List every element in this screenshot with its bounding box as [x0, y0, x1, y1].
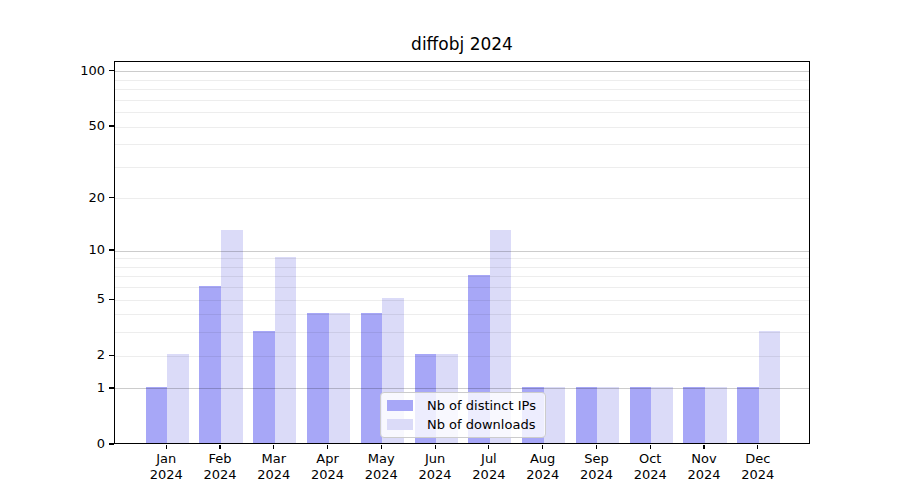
gridline-minor-4: [115, 314, 809, 315]
x-tick-month: Feb: [190, 451, 250, 467]
x-tick-mark-nov-2024: [703, 445, 704, 449]
x-tick-label-may-2024: May2024: [351, 451, 411, 483]
x-tick-label-mar-2024: Mar2024: [244, 451, 304, 483]
x-tick-label-apr-2024: Apr2024: [298, 451, 358, 483]
y-tick-mark-20: [109, 197, 114, 198]
y-tick-mark-2: [109, 355, 114, 356]
gridline-major-10: [115, 251, 809, 252]
x-tick-month: Apr: [298, 451, 358, 467]
gridline-minor-9: [115, 258, 809, 259]
x-tick-label-feb-2024: Feb2024: [190, 451, 250, 483]
gridline-minor-7: [115, 276, 809, 277]
x-tick-label-jun-2024: Jun2024: [405, 451, 465, 483]
y-tick-mark-1: [109, 387, 114, 388]
x-tick-month: Jul: [459, 451, 519, 467]
x-tick-mark-jul-2024: [488, 445, 489, 449]
legend: Nb of distinct IPs Nb of downloads: [380, 392, 546, 438]
gridline-minor-60: [115, 112, 809, 113]
y-tick-mark-50: [109, 125, 114, 126]
x-tick-label-jul-2024: Jul2024: [459, 451, 519, 483]
x-tick-mark-jan-2024: [166, 445, 167, 449]
gridline-minor-90: [115, 80, 809, 81]
figure: diffobj 2024 0125102050100 Jan2024Feb202…: [0, 0, 900, 500]
x-tick-year: 2024: [620, 467, 680, 483]
x-tick-label-dec-2024: Dec2024: [728, 451, 788, 483]
x-tick-label-jan-2024: Jan2024: [136, 451, 196, 483]
x-tick-year: 2024: [674, 467, 734, 483]
y-tick-label-2: 2: [61, 347, 105, 363]
gridline-major-100: [115, 71, 809, 72]
y-tick-label-5: 5: [61, 291, 105, 307]
y-tick-label-100: 100: [61, 63, 105, 79]
gridline-minor-3: [115, 332, 809, 333]
y-tick-mark-5: [109, 299, 114, 300]
gridline-minor-8: [115, 267, 809, 268]
x-tick-mark-sep-2024: [596, 445, 597, 449]
x-tick-label-nov-2024: Nov2024: [674, 451, 734, 483]
x-tick-month: Mar: [244, 451, 304, 467]
legend-label-nb-of-downloads: Nb of downloads: [427, 417, 535, 432]
x-tick-year: 2024: [513, 467, 573, 483]
x-tick-month: Sep: [566, 451, 626, 467]
legend-item-nb-of-distinct-ips: Nb of distinct IPs: [387, 398, 536, 413]
x-tick-label-aug-2024: Aug2024: [513, 451, 573, 483]
x-tick-year: 2024: [405, 467, 465, 483]
y-tick-mark-100: [109, 70, 114, 71]
x-tick-month: Jun: [405, 451, 465, 467]
gridline-minor-40: [115, 144, 809, 145]
x-tick-mark-dec-2024: [757, 445, 758, 449]
y-tick-label-1: 1: [61, 380, 105, 396]
x-tick-year: 2024: [351, 467, 411, 483]
x-tick-month: Aug: [513, 451, 573, 467]
x-tick-year: 2024: [244, 467, 304, 483]
y-tick-label-50: 50: [61, 118, 105, 134]
gridline-minor-50: [115, 127, 809, 128]
x-tick-mark-may-2024: [381, 445, 382, 449]
x-tick-year: 2024: [566, 467, 626, 483]
x-tick-mark-aug-2024: [542, 445, 543, 449]
gridline-minor-6: [115, 287, 809, 288]
x-tick-year: 2024: [190, 467, 250, 483]
legend-label-nb-of-distinct-ips: Nb of distinct IPs: [427, 398, 536, 413]
x-tick-label-oct-2024: Oct2024: [620, 451, 680, 483]
x-tick-year: 2024: [728, 467, 788, 483]
legend-swatch-nb-of-downloads: [387, 419, 413, 430]
y-tick-mark-0: [109, 443, 114, 444]
gridline-minor-20: [115, 198, 809, 199]
x-tick-month: Oct: [620, 451, 680, 467]
x-tick-month: Jan: [136, 451, 196, 467]
x-tick-month: May: [351, 451, 411, 467]
x-tick-month: Dec: [728, 451, 788, 467]
gridline-minor-30: [115, 167, 809, 168]
gridline-minor-80: [115, 89, 809, 90]
y-tick-label-0: 0: [61, 436, 105, 452]
gridline-minor-5: [115, 300, 809, 301]
x-tick-year: 2024: [298, 467, 358, 483]
x-tick-mark-mar-2024: [273, 445, 274, 449]
x-tick-mark-feb-2024: [219, 445, 220, 449]
x-tick-mark-oct-2024: [650, 445, 651, 449]
chart-title: diffobj 2024: [114, 34, 810, 54]
legend-swatch-nb-of-distinct-ips: [387, 400, 413, 411]
y-tick-mark-10: [109, 249, 114, 250]
plot-area: [114, 61, 810, 444]
x-tick-mark-jun-2024: [435, 445, 436, 449]
x-tick-month: Nov: [674, 451, 734, 467]
x-tick-label-sep-2024: Sep2024: [566, 451, 626, 483]
y-tick-label-20: 20: [61, 190, 105, 206]
gridline-minor-70: [115, 100, 809, 101]
gridline-major-1: [115, 388, 809, 389]
x-tick-mark-apr-2024: [327, 445, 328, 449]
x-tick-year: 2024: [136, 467, 196, 483]
grid-layer: [115, 62, 809, 443]
y-tick-label-10: 10: [61, 242, 105, 258]
gridline-minor-2: [115, 356, 809, 357]
x-tick-year: 2024: [459, 467, 519, 483]
legend-item-nb-of-downloads: Nb of downloads: [387, 417, 536, 432]
